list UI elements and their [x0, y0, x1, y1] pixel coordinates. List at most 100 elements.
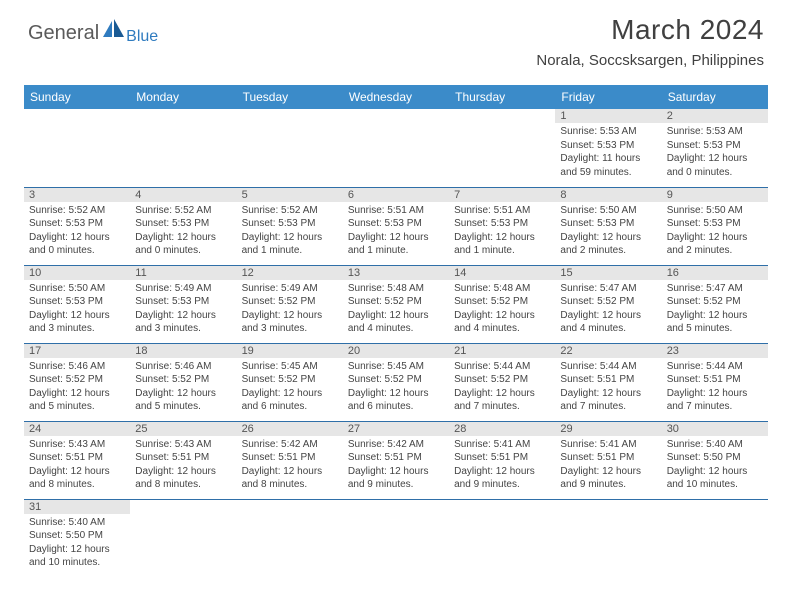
sunset-line: Sunset: 5:52 PM [135, 373, 231, 387]
day-details: Sunrise: 5:49 AMSunset: 5:53 PMDaylight:… [130, 280, 236, 339]
sunset-line: Sunset: 5:51 PM [29, 451, 125, 465]
day-details: Sunrise: 5:42 AMSunset: 5:51 PMDaylight:… [237, 436, 343, 495]
day-cell: 2Sunrise: 5:53 AMSunset: 5:53 PMDaylight… [662, 109, 768, 187]
daylight-line: Daylight: 12 hours and 0 minutes. [135, 231, 231, 258]
day-cell: 22Sunrise: 5:44 AMSunset: 5:51 PMDayligh… [555, 343, 661, 421]
sunset-line: Sunset: 5:51 PM [667, 373, 763, 387]
daylight-line: Daylight: 12 hours and 3 minutes. [242, 309, 338, 336]
location-subtitle: Norala, Soccsksargen, Philippines [536, 52, 764, 69]
day-details: Sunrise: 5:44 AMSunset: 5:51 PMDaylight:… [662, 358, 768, 417]
day-number: 14 [449, 266, 555, 280]
daylight-line: Daylight: 12 hours and 9 minutes. [560, 465, 656, 492]
day-number: 25 [130, 422, 236, 436]
daylight-line: Daylight: 12 hours and 5 minutes. [135, 387, 231, 414]
sunset-line: Sunset: 5:52 PM [348, 295, 444, 309]
calendar-header-row: SundayMondayTuesdayWednesdayThursdayFrid… [24, 85, 768, 109]
sunrise-line: Sunrise: 5:48 AM [348, 282, 444, 296]
sunset-line: Sunset: 5:52 PM [348, 373, 444, 387]
sunrise-line: Sunrise: 5:46 AM [29, 360, 125, 374]
sunrise-line: Sunrise: 5:49 AM [242, 282, 338, 296]
empty-cell [130, 109, 236, 187]
day-cell: 9Sunrise: 5:50 AMSunset: 5:53 PMDaylight… [662, 187, 768, 265]
day-details: Sunrise: 5:53 AMSunset: 5:53 PMDaylight:… [555, 123, 661, 182]
title-block: March 2024 Norala, Soccsksargen, Philipp… [536, 14, 764, 69]
day-number: 20 [343, 344, 449, 358]
day-details: Sunrise: 5:41 AMSunset: 5:51 PMDaylight:… [449, 436, 555, 495]
day-number: 9 [662, 188, 768, 202]
empty-cell [662, 499, 768, 577]
daylight-line: Daylight: 12 hours and 5 minutes. [667, 309, 763, 336]
sunrise-line: Sunrise: 5:43 AM [29, 438, 125, 452]
sunset-line: Sunset: 5:51 PM [454, 451, 550, 465]
day-cell: 16Sunrise: 5:47 AMSunset: 5:52 PMDayligh… [662, 265, 768, 343]
day-cell: 31Sunrise: 5:40 AMSunset: 5:50 PMDayligh… [24, 499, 130, 577]
day-cell: 4Sunrise: 5:52 AMSunset: 5:53 PMDaylight… [130, 187, 236, 265]
sunrise-line: Sunrise: 5:40 AM [29, 516, 125, 530]
daylight-line: Daylight: 12 hours and 9 minutes. [454, 465, 550, 492]
weekday-header: Tuesday [237, 85, 343, 109]
sunrise-line: Sunrise: 5:50 AM [667, 204, 763, 218]
brand-sub: Blue [126, 28, 158, 46]
sunset-line: Sunset: 5:51 PM [348, 451, 444, 465]
day-details: Sunrise: 5:52 AMSunset: 5:53 PMDaylight:… [24, 202, 130, 261]
sunrise-line: Sunrise: 5:48 AM [454, 282, 550, 296]
day-cell: 29Sunrise: 5:41 AMSunset: 5:51 PMDayligh… [555, 421, 661, 499]
sunset-line: Sunset: 5:53 PM [454, 217, 550, 231]
calendar-table: SundayMondayTuesdayWednesdayThursdayFrid… [24, 85, 768, 577]
day-cell: 12Sunrise: 5:49 AMSunset: 5:52 PMDayligh… [237, 265, 343, 343]
empty-cell [449, 109, 555, 187]
day-number: 13 [343, 266, 449, 280]
sunrise-line: Sunrise: 5:45 AM [242, 360, 338, 374]
day-details: Sunrise: 5:50 AMSunset: 5:53 PMDaylight:… [555, 202, 661, 261]
sunrise-line: Sunrise: 5:43 AM [135, 438, 231, 452]
daylight-line: Daylight: 12 hours and 6 minutes. [242, 387, 338, 414]
month-title: March 2024 [536, 14, 764, 46]
daylight-line: Daylight: 12 hours and 3 minutes. [29, 309, 125, 336]
sunrise-line: Sunrise: 5:42 AM [242, 438, 338, 452]
calendar-body: 1Sunrise: 5:53 AMSunset: 5:53 PMDaylight… [24, 109, 768, 577]
sunset-line: Sunset: 5:53 PM [242, 217, 338, 231]
empty-cell [237, 109, 343, 187]
day-cell: 20Sunrise: 5:45 AMSunset: 5:52 PMDayligh… [343, 343, 449, 421]
day-details: Sunrise: 5:51 AMSunset: 5:53 PMDaylight:… [343, 202, 449, 261]
sunset-line: Sunset: 5:51 PM [135, 451, 231, 465]
sunset-line: Sunset: 5:53 PM [29, 295, 125, 309]
sunset-line: Sunset: 5:52 PM [242, 373, 338, 387]
brand-logo: General Blue [28, 14, 158, 46]
empty-cell [130, 499, 236, 577]
day-cell: 1Sunrise: 5:53 AMSunset: 5:53 PMDaylight… [555, 109, 661, 187]
sunset-line: Sunset: 5:52 PM [454, 373, 550, 387]
day-details: Sunrise: 5:45 AMSunset: 5:52 PMDaylight:… [237, 358, 343, 417]
day-number: 10 [24, 266, 130, 280]
day-cell: 7Sunrise: 5:51 AMSunset: 5:53 PMDaylight… [449, 187, 555, 265]
daylight-line: Daylight: 12 hours and 7 minutes. [454, 387, 550, 414]
day-details: Sunrise: 5:50 AMSunset: 5:53 PMDaylight:… [24, 280, 130, 339]
day-number: 1 [555, 109, 661, 123]
day-details: Sunrise: 5:47 AMSunset: 5:52 PMDaylight:… [555, 280, 661, 339]
empty-cell [343, 109, 449, 187]
daylight-line: Daylight: 12 hours and 9 minutes. [348, 465, 444, 492]
day-number: 19 [237, 344, 343, 358]
day-number: 29 [555, 422, 661, 436]
sunset-line: Sunset: 5:50 PM [667, 451, 763, 465]
day-details: Sunrise: 5:43 AMSunset: 5:51 PMDaylight:… [24, 436, 130, 495]
daylight-line: Daylight: 12 hours and 4 minutes. [454, 309, 550, 336]
sunset-line: Sunset: 5:53 PM [667, 217, 763, 231]
day-details: Sunrise: 5:52 AMSunset: 5:53 PMDaylight:… [130, 202, 236, 261]
day-number: 18 [130, 344, 236, 358]
day-number: 3 [24, 188, 130, 202]
daylight-line: Daylight: 12 hours and 7 minutes. [667, 387, 763, 414]
sunrise-line: Sunrise: 5:51 AM [454, 204, 550, 218]
sunrise-line: Sunrise: 5:47 AM [667, 282, 763, 296]
day-details: Sunrise: 5:40 AMSunset: 5:50 PMDaylight:… [24, 514, 130, 573]
sunset-line: Sunset: 5:51 PM [242, 451, 338, 465]
daylight-line: Daylight: 12 hours and 1 minute. [242, 231, 338, 258]
sunrise-line: Sunrise: 5:47 AM [560, 282, 656, 296]
empty-cell [237, 499, 343, 577]
day-number: 22 [555, 344, 661, 358]
day-details: Sunrise: 5:44 AMSunset: 5:51 PMDaylight:… [555, 358, 661, 417]
daylight-line: Daylight: 12 hours and 4 minutes. [348, 309, 444, 336]
daylight-line: Daylight: 12 hours and 10 minutes. [29, 543, 125, 570]
daylight-line: Daylight: 12 hours and 7 minutes. [560, 387, 656, 414]
sunrise-line: Sunrise: 5:53 AM [560, 125, 656, 139]
